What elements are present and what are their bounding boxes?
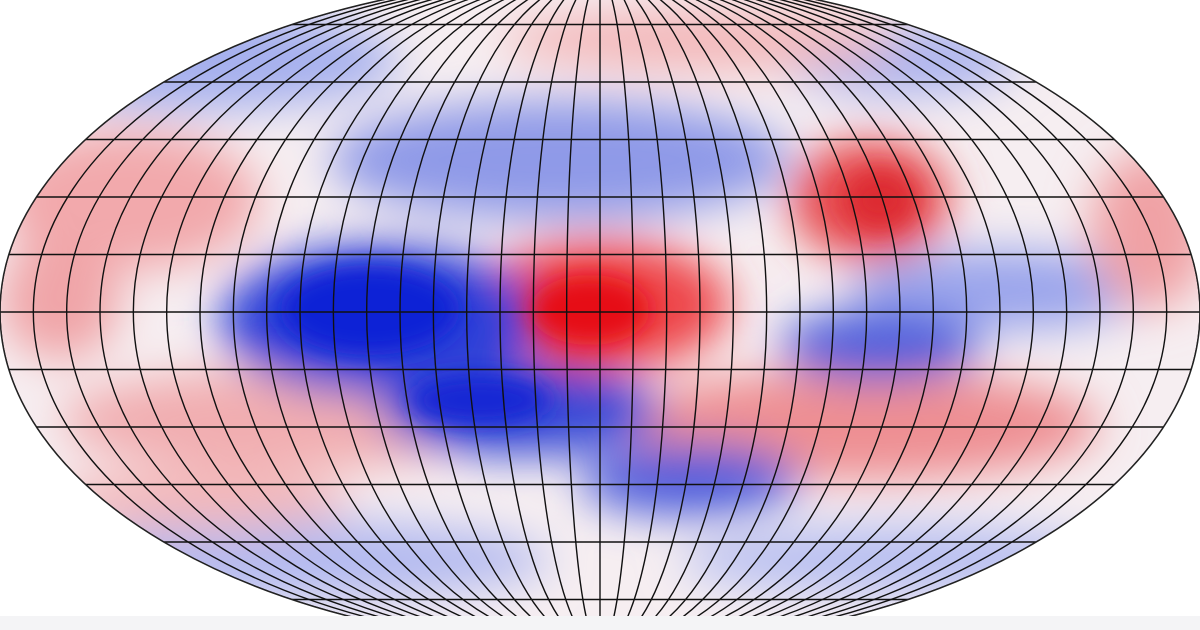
meridian: [132, 0, 1068, 630]
meridian: [432, 0, 768, 630]
meridian: [99, 0, 1101, 630]
meridian: [265, 0, 935, 630]
blob: [410, 375, 550, 425]
meridian: [465, 0, 735, 630]
meridian: [399, 0, 801, 630]
anomaly-cores: [280, 170, 915, 425]
meridian: [32, 0, 1168, 630]
meridian: [299, 0, 901, 630]
meridian: [65, 0, 1135, 630]
blob: [0, 130, 260, 270]
bottom-strip: [0, 616, 1200, 630]
meridian: [532, 0, 668, 630]
blob: [530, 275, 650, 345]
blob: [580, 445, 800, 515]
blob: [850, 250, 1150, 330]
blob: [280, 265, 460, 355]
blob: [500, 10, 900, 70]
meridian: [499, 0, 701, 630]
blob: [0, 240, 120, 360]
blob: [330, 100, 790, 220]
meridian: [365, 0, 835, 630]
meridian: [199, 0, 1001, 630]
meridian: [565, 0, 635, 630]
meridian: [332, 0, 868, 630]
meridian: [232, 0, 968, 630]
meridian: [165, 0, 1035, 630]
blob: [845, 170, 915, 230]
